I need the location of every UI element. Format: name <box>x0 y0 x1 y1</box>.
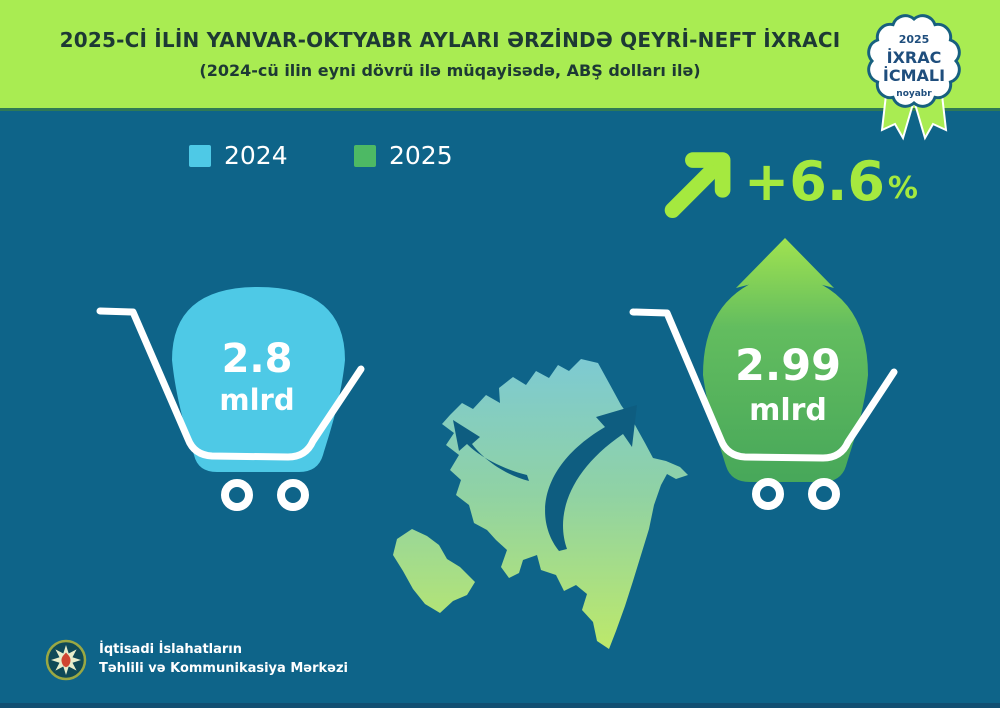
cart-2025-load-blob <box>703 272 868 482</box>
page-title: 2025-Cİ İLİN YANVAR-OKTYABR AYLARI ƏRZİN… <box>59 28 841 52</box>
cart-2024: 2.8 mlrd <box>96 287 365 511</box>
legend-swatch-2024-icon <box>189 145 211 167</box>
bottom-divider <box>0 703 1000 708</box>
legend-label-2025: 2025 <box>389 141 453 170</box>
badge-year: 2025 <box>899 33 930 46</box>
cart-2024-load-blob <box>172 287 345 472</box>
cart-2025-value: 2.99 <box>735 341 841 391</box>
growth-value-group: +6.6 % <box>744 155 918 209</box>
badge-rosette-icon <box>867 14 961 108</box>
legend-label-2024: 2024 <box>224 141 288 170</box>
legend-item-2024: 2024 <box>189 143 288 169</box>
legend-swatch-2025-icon <box>354 145 376 167</box>
cart-2024-wheel-right <box>277 479 309 511</box>
cart-2024-unit: mlrd <box>219 383 294 417</box>
page-subtitle: (2024-cü ilin eyni dövrü ilə müqayisədə,… <box>199 61 701 80</box>
cart-2025: 2.99 mlrd <box>629 238 898 510</box>
org-name: İqtisadi İslahatların Təhlili və Kommuni… <box>99 641 348 679</box>
badge-title-line2: İCMALI <box>883 66 945 85</box>
map-export-arrow-small-icon <box>453 420 529 481</box>
cart-2024-cart-icon <box>96 307 365 461</box>
footer-branding: İqtisadi İslahatların Təhlili və Kommuni… <box>44 637 348 683</box>
cart-2025-wheel-left <box>752 478 784 510</box>
edition-badge: 2025 İXRAC İCMALI noyabr <box>867 14 961 141</box>
badge-title-line1: İXRAC <box>887 48 942 67</box>
map-nakhchivan <box>393 529 475 613</box>
map-export-arrow-large-icon <box>545 405 637 551</box>
org-name-line1: İqtisadi İslahatların <box>99 642 243 658</box>
state-emblem-icon <box>45 639 87 681</box>
legend-item-2025: 2025 <box>354 143 453 169</box>
cart-2024-wheel-left <box>221 479 253 511</box>
trend-up-arrow-icon <box>664 152 731 218</box>
emblem-flame-icon <box>61 652 71 668</box>
cart-2024-value: 2.8 <box>222 336 293 382</box>
badge-month: noyabr <box>896 89 932 99</box>
growth-indicator: +6.6 % <box>660 144 918 220</box>
org-name-line2: Təhlili və Kommunikasiya Mərkəzi <box>99 661 348 676</box>
azerbaijan-map <box>393 359 688 649</box>
header-band: 2025-Cİ İLİN YANVAR-OKTYABR AYLARI ƏRZİN… <box>0 0 1000 111</box>
growth-percent-sign: % <box>887 171 918 206</box>
cart-2025-cart-icon <box>629 308 898 462</box>
cart-2025-wheel-right <box>808 478 840 510</box>
growth-value: +6.6 <box>744 150 885 213</box>
cart-2025-unit: mlrd <box>749 393 827 428</box>
